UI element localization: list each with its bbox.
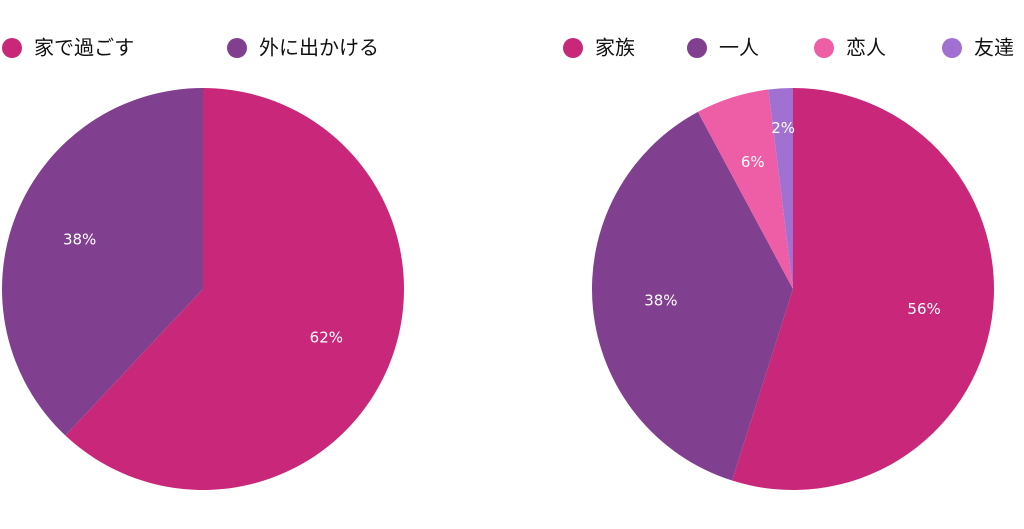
slice-label: 62% [310, 328, 343, 346]
pie-slice [697, 89, 793, 290]
pie-slice [591, 111, 793, 481]
slice-label: 56% [907, 300, 940, 318]
legend-swatch [227, 38, 247, 58]
pie-slice [65, 88, 405, 491]
legend-swatch [942, 38, 962, 58]
legend-label: 恋人 [846, 36, 886, 60]
pie-slice [768, 88, 793, 289]
slice-label: 6% [741, 153, 765, 171]
legend-swatch [563, 38, 583, 58]
slice-label: 2% [771, 119, 795, 137]
legend-label: 外に出かける [259, 36, 379, 60]
legend-label: 友達 [974, 36, 1014, 60]
legend-label: 家族 [595, 36, 635, 60]
legend-swatch [687, 38, 707, 58]
legend-swatch [814, 38, 834, 58]
legend-swatch [2, 38, 22, 58]
legend-label: 家で過ごす [34, 36, 134, 60]
slice-label: 38% [63, 231, 96, 249]
slice-label: 38% [644, 292, 677, 310]
legend-label: 一人 [719, 36, 759, 60]
pie-slice [732, 88, 994, 491]
pie-slice [2, 87, 204, 436]
